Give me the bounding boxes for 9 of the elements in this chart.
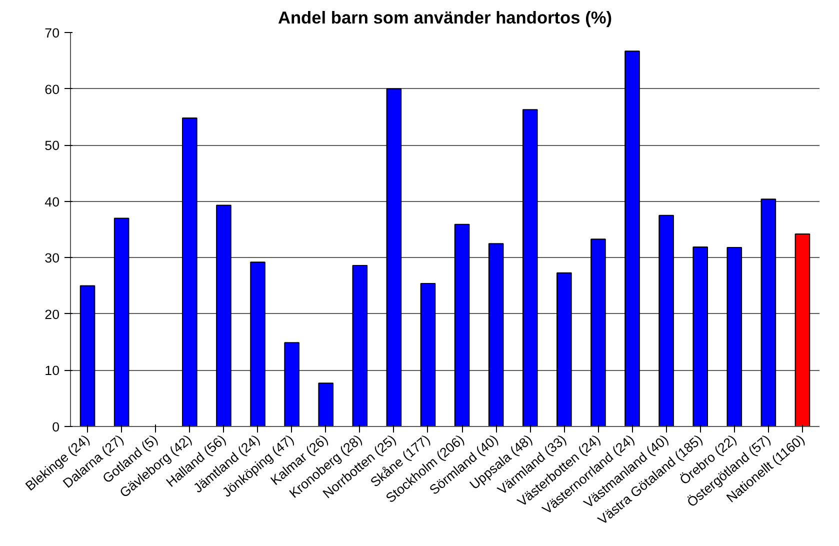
y-tick-label: 10 [44,363,60,378]
y-tick-label: 40 [44,194,60,210]
y-tick-label: 60 [44,82,60,97]
y-tick-label: 0 [52,420,60,434]
y-tick-label: 20 [44,306,60,322]
chart-title: Andel barn som använder handortos (%) [278,8,612,28]
y-tick-label: 30 [44,250,60,266]
y-tick-label: 70 [44,26,60,40]
y-tick-label: 50 [44,138,60,154]
